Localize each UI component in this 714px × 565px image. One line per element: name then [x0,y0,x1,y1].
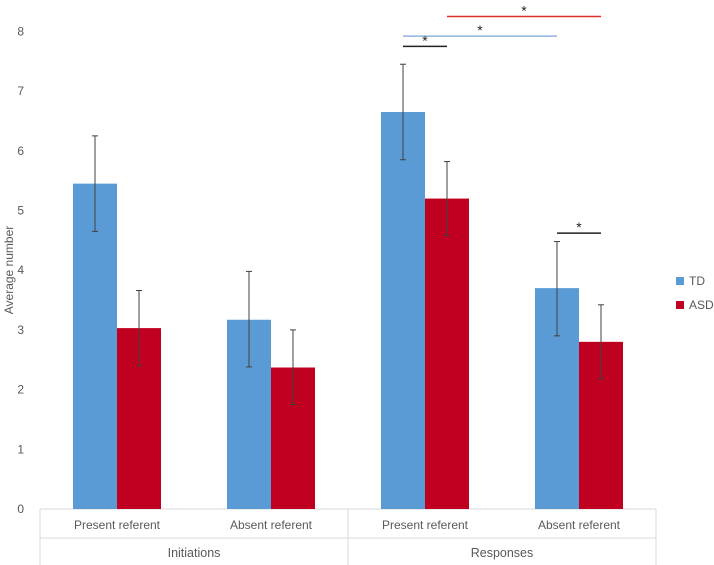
y-tick-label: 3 [17,323,24,337]
bar-td [73,183,117,509]
x-category-label: Present referent [382,518,469,532]
y-tick-label: 4 [17,263,24,277]
y-axis-label: Average number [2,226,16,315]
x-category-label: Present referent [74,518,161,532]
bar-td [381,111,425,510]
x-group-label: Initiations [168,546,221,560]
x-group-label: Responses [471,546,534,560]
y-tick-label: 5 [17,204,24,218]
legend-label-asd: ASD [689,298,714,312]
legend: TD ASD [676,274,714,312]
bar-asd [425,198,469,509]
significance-star: * [576,219,582,235]
y-tick-label: 8 [17,24,24,38]
y-tick-label: 7 [17,84,24,98]
significance-markers: * * * * [403,2,601,235]
significance-star: * [521,2,527,18]
y-tick-label: 2 [17,383,24,397]
legend-swatch-td [676,277,684,285]
chart-bars [73,63,623,510]
legend-label-td: TD [689,274,705,288]
y-tick-label: 1 [17,442,24,456]
x-category-label: Absent referent [230,518,313,532]
y-tick-label: 6 [17,144,24,158]
legend-swatch-asd [676,301,684,309]
significance-star: * [477,22,483,38]
x-category-label: Absent referent [538,518,621,532]
y-tick-label: 0 [17,502,24,516]
chart-labels: Average number Present referent Absent ref… [2,226,621,560]
significance-star: * [422,32,428,48]
